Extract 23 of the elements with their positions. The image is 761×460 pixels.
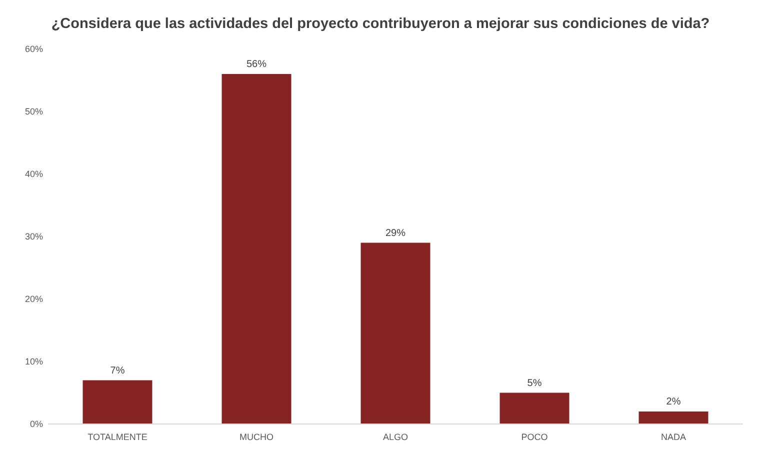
bar	[638, 412, 708, 424]
y-tick-label: 0%	[30, 419, 43, 430]
bar	[222, 74, 292, 424]
data-label: 56%	[246, 59, 267, 70]
data-label: 29%	[385, 228, 406, 239]
y-tick-label: 40%	[24, 169, 43, 180]
y-tick-label: 30%	[24, 232, 43, 242]
y-tick-label: 60%	[24, 44, 43, 54]
y-tick-label: 20%	[24, 294, 43, 304]
x-tick-label: NADA	[660, 432, 686, 442]
bar	[500, 392, 570, 424]
x-tick-label: ALGO	[382, 432, 408, 442]
y-tick-label: 50%	[24, 106, 43, 117]
bar	[82, 380, 152, 424]
data-label: 2%	[666, 396, 681, 408]
data-label: 7%	[110, 365, 125, 376]
chart-title: ¿Considera que las actividades del proyecto contribuyeron a mejorar sus condiciones de vida?	[51, 16, 710, 32]
data-label: 5%	[527, 378, 542, 389]
x-tick-label: POCO	[521, 432, 548, 442]
y-tick-label: 10%	[24, 356, 43, 367]
x-tick-label: MUCHO	[240, 432, 274, 442]
bar	[360, 242, 430, 424]
x-tick-label: TOTALMENTE	[88, 432, 148, 442]
